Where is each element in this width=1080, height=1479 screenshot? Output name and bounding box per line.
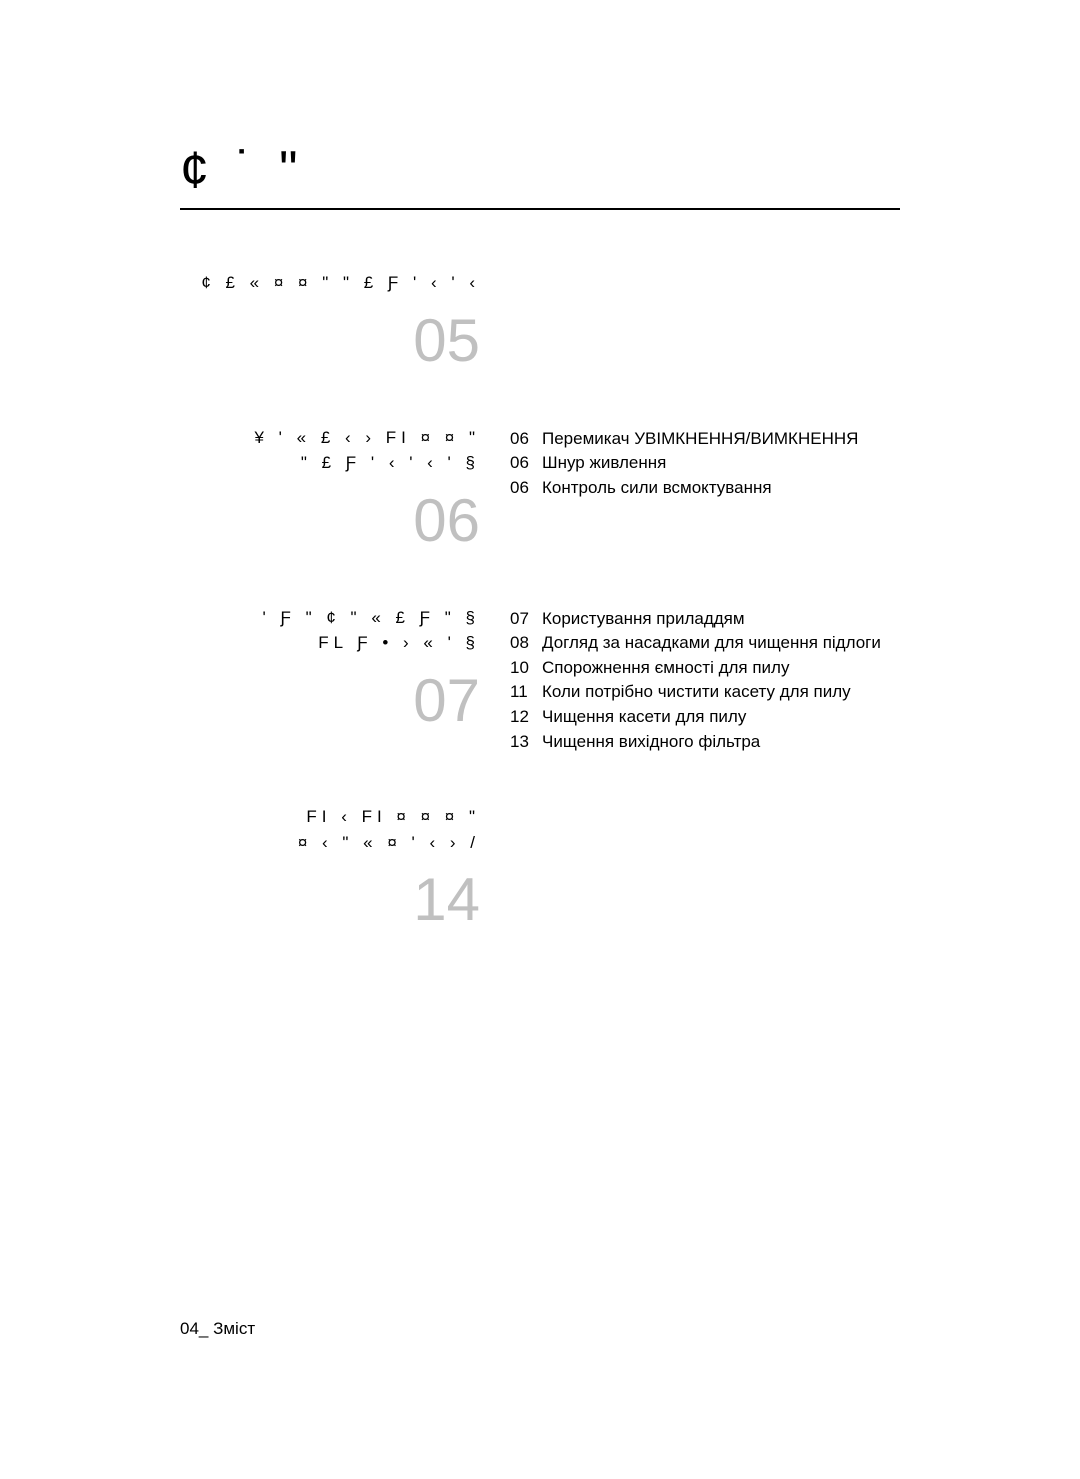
toc-item-label: Контроль сили всмоктування bbox=[542, 476, 900, 501]
toc-item-label: Чищення касети для пилу bbox=[542, 705, 900, 730]
toc-item-num: 12 bbox=[510, 705, 542, 730]
section-heading-2a: ¥ ' « £ ‹ › ﬁ ¤ ¤ " bbox=[180, 425, 480, 451]
toc-item: 06 Шнур живлення bbox=[510, 451, 900, 476]
toc-item: 06 Перемикач УВІМКНЕННЯ/ВИМКНЕННЯ bbox=[510, 427, 900, 452]
section-heading-1: ¢ £ « ¤ ¤ " " £ ƒ ' ‹ ' ‹ bbox=[180, 270, 480, 296]
toc-item-label: Коли потрібно чистити касету для пилу bbox=[542, 680, 900, 705]
section-heading-4b: ¤ ‹ " « ¤ ' ‹ › / bbox=[180, 830, 480, 856]
section-heading-3a: ' ƒ " ¢ " « £ ƒ " § bbox=[180, 605, 480, 631]
toc-item-label: Перемикач УВІМКНЕННЯ/ВИМКНЕННЯ bbox=[542, 427, 900, 452]
toc-item-label: Користування приладдям bbox=[542, 607, 900, 632]
toc-item-num: 06 bbox=[510, 451, 542, 476]
section-heading-3b: ﬂ ƒ • › « ' § bbox=[180, 630, 480, 656]
section-number-2: 06 bbox=[180, 486, 480, 555]
toc-item-label: Спорожнення ємності для пилу bbox=[542, 656, 900, 681]
toc-item-num: 08 bbox=[510, 631, 542, 656]
toc-item: 13 Чищення вихідного фільтра bbox=[510, 730, 900, 755]
toc-section-2: ¥ ' « £ ‹ › ﬁ ¤ ¤ " " £ ƒ ' ‹ ' ‹ ' § 06… bbox=[180, 425, 900, 555]
page-footer: 04_ Зміст bbox=[180, 1319, 255, 1339]
toc-item: 12 Чищення касети для пилу bbox=[510, 705, 900, 730]
section-heading-2b: " £ ƒ ' ‹ ' ‹ ' § bbox=[180, 450, 480, 476]
toc-item-num: 07 bbox=[510, 607, 542, 632]
section-number-4: 14 bbox=[180, 865, 480, 934]
toc-item-num: 11 bbox=[510, 680, 542, 705]
section-number-1: 05 bbox=[180, 306, 480, 375]
toc-item: 08 Догляд за насадками для чищення підло… bbox=[510, 631, 900, 656]
toc-item-num: 06 bbox=[510, 476, 542, 501]
toc-section-1: ¢ £ « ¤ ¤ " " £ ƒ ' ‹ ' ‹ 05 bbox=[180, 270, 900, 375]
toc-item-num: 06 bbox=[510, 427, 542, 452]
section-number-3: 07 bbox=[180, 666, 480, 735]
toc-item-label: Чищення вихідного фільтра bbox=[542, 730, 900, 755]
toc-item: 11 Коли потрібно чистити касету для пилу bbox=[510, 680, 900, 705]
toc-item: 07 Користування приладдям bbox=[510, 607, 900, 632]
toc-item: 10 Спорожнення ємності для пилу bbox=[510, 656, 900, 681]
page-title: ¢ ˙ ʺ bbox=[180, 140, 900, 208]
title-underline bbox=[180, 208, 900, 210]
toc-item-label: Шнур живлення bbox=[542, 451, 900, 476]
toc-item: 06 Контроль сили всмоктування bbox=[510, 476, 900, 501]
toc-item-num: 10 bbox=[510, 656, 542, 681]
toc-item-label: Догляд за насадками для чищення підлоги bbox=[542, 631, 900, 656]
toc-item-num: 13 bbox=[510, 730, 542, 755]
section-heading-4a: ﬁ ‹ ﬁ ¤ ¤ ¤ " bbox=[180, 804, 480, 830]
toc-section-3: ' ƒ " ¢ " « £ ƒ " § ﬂ ƒ • › « ' § 07 07 … bbox=[180, 605, 900, 755]
toc-section-4: ﬁ ‹ ﬁ ¤ ¤ ¤ " ¤ ‹ " « ¤ ' ‹ › / 14 bbox=[180, 804, 900, 934]
